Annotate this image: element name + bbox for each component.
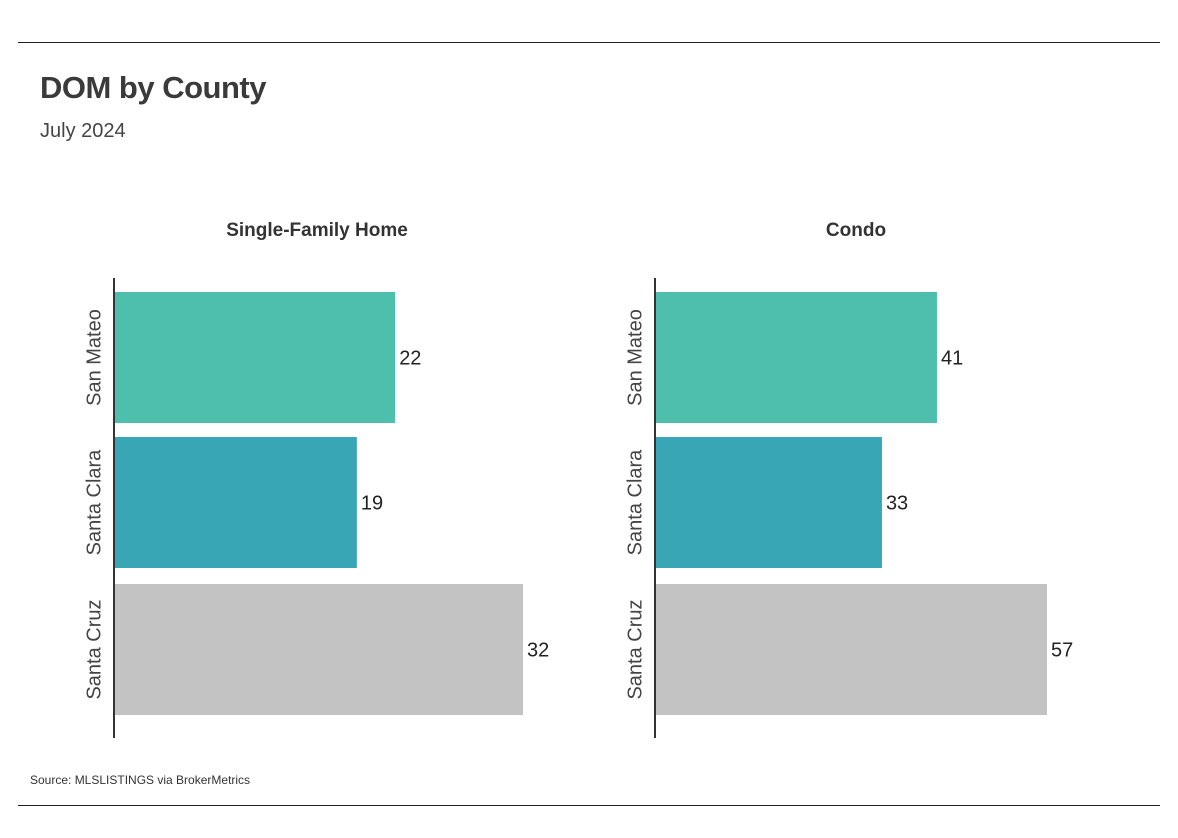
condo-category-label-san-mateo: San Mateo (624, 309, 646, 406)
chart-subtitle: July 2024 (40, 120, 126, 142)
condo-bar-san-mateo (655, 292, 937, 423)
condo-bar-santa-clara (655, 437, 882, 568)
single-family-bar-san-mateo (114, 292, 396, 423)
single-family-bar-santa-clara (114, 437, 357, 568)
condo-category-label-santa-clara: Santa Clara (624, 449, 646, 555)
bottom-rule (18, 805, 1160, 806)
single-family-bar-santa-cruz (114, 584, 523, 715)
single-family-panel-title: Single-Family Home (226, 220, 408, 241)
single-family-value-label-santa-cruz: 32 (527, 640, 549, 662)
top-rule (18, 42, 1160, 43)
condo-value-label-santa-clara: 33 (886, 493, 908, 515)
condo-value-label-san-mateo: 41 (941, 348, 963, 370)
condo-value-label-santa-cruz: 57 (1051, 640, 1073, 662)
single-family-category-label-santa-cruz: Santa Cruz (83, 599, 105, 699)
condo-panel-title: Condo (826, 220, 886, 241)
condo-bar-santa-cruz (655, 584, 1047, 715)
single-family-value-label-santa-clara: 19 (361, 493, 383, 515)
condo-category-label-santa-cruz: Santa Cruz (624, 599, 646, 699)
source-note: Source: MLSLISTINGS via BrokerMetrics (30, 773, 251, 787)
single-family-value-label-san-mateo: 22 (399, 348, 421, 370)
chart-title: DOM by County (40, 70, 267, 105)
single-family-category-label-san-mateo: San Mateo (83, 309, 105, 406)
single-family-category-label-santa-clara: Santa Clara (83, 449, 105, 555)
